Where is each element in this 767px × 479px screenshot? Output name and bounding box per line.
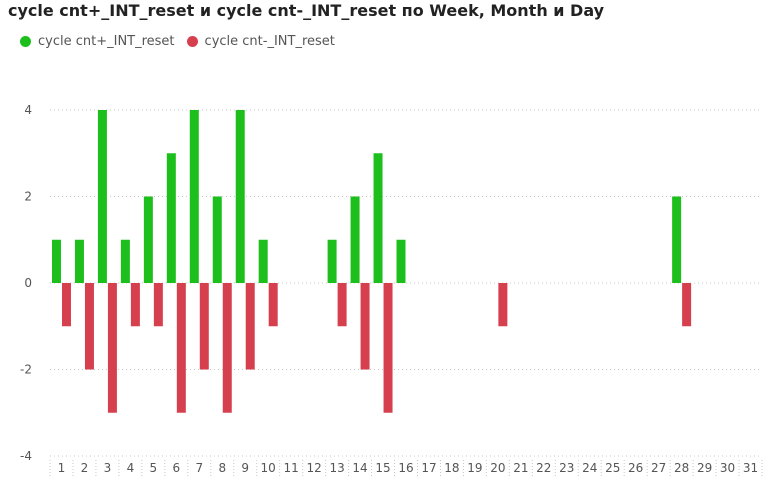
legend-dot-negative [186, 35, 198, 47]
y-tick-label: -4 [20, 449, 32, 463]
bar-positive[interactable] [189, 110, 199, 283]
x-tick-label: 8 [218, 461, 226, 475]
x-tick-label: 3 [104, 461, 112, 475]
bars [51, 110, 692, 413]
bar-positive[interactable] [327, 239, 337, 283]
bar-positive[interactable] [120, 239, 130, 283]
bar-negative[interactable] [268, 283, 278, 327]
bar-negative[interactable] [130, 283, 140, 327]
x-tick-label: 27 [651, 461, 666, 475]
bar-negative[interactable] [84, 283, 94, 370]
y-tick-label: -2 [20, 363, 32, 377]
x-tick-label: 18 [444, 461, 459, 475]
x-tick-label: 11 [284, 461, 299, 475]
legend-label-positive: cycle cnt+_INT_reset [38, 33, 175, 49]
x-tick-label: 31 [743, 461, 758, 475]
x-tick-label: 13 [329, 461, 344, 475]
legend-label-negative: cycle cnt-_INT_reset [204, 33, 335, 49]
bar-positive[interactable] [350, 196, 360, 284]
y-tick-label: 2 [24, 190, 32, 204]
bar-positive[interactable] [235, 110, 245, 283]
bar-negative[interactable] [383, 283, 393, 413]
bar-negative[interactable] [199, 283, 209, 370]
bar-negative[interactable] [61, 283, 71, 327]
x-tick-label: 5 [150, 461, 158, 475]
bar-negative[interactable] [153, 283, 163, 327]
x-tick-label: 9 [241, 461, 249, 475]
legend-item-positive[interactable]: cycle cnt+_INT_reset [20, 34, 175, 49]
x-tick-label: 15 [375, 461, 390, 475]
x-tick-label: 17 [421, 461, 436, 475]
bar-positive[interactable] [672, 196, 682, 284]
bar-negative[interactable] [682, 283, 692, 327]
x-tick-label: 14 [352, 461, 367, 475]
grid-layer [50, 109, 762, 457]
x-tick-label: 20 [490, 461, 505, 475]
legend: cycle cnt+_INT_reset cycle cnt-_INT_rese… [20, 32, 347, 50]
bar-negative[interactable] [176, 283, 186, 413]
x-tick-label: 30 [720, 461, 735, 475]
bar-negative[interactable] [245, 283, 255, 370]
x-tick-label: 4 [127, 461, 135, 475]
x-tick-label: 6 [173, 461, 181, 475]
y-axis: 4 2 0 -2 -4 [20, 103, 32, 463]
bar-negative[interactable] [107, 283, 117, 413]
bar-positive[interactable] [396, 239, 406, 283]
bar-positive[interactable] [166, 153, 176, 283]
x-tick-label: 24 [582, 461, 597, 475]
legend-dot-positive [20, 35, 31, 47]
bar-positive[interactable] [74, 239, 84, 283]
x-tick-label: 1 [58, 461, 66, 475]
y-tick-label: 4 [24, 103, 32, 117]
x-tick-label: 25 [605, 461, 620, 475]
bar-negative[interactable] [360, 283, 370, 370]
x-tick-label: 21 [513, 461, 528, 475]
x-tick-label: 26 [628, 461, 643, 475]
legend-item-negative[interactable]: cycle cnt-_INT_reset [186, 33, 335, 49]
x-axis: 1 2 3 4 5 6 7 8 9 10 11 12 13 14 15 16 17 18 19 20 21 22 23 24 2… [49, 460, 763, 476]
bar-positive[interactable] [143, 196, 153, 284]
bar-positive[interactable] [51, 239, 61, 283]
bar-positive[interactable] [373, 153, 383, 283]
x-tick-label: 29 [697, 461, 712, 475]
bar-positive[interactable] [97, 110, 107, 283]
x-tick-label: 28 [674, 461, 689, 475]
x-tick-label: 19 [467, 461, 482, 475]
bar-negative[interactable] [498, 283, 508, 327]
chart-title: cycle cnt+_INT_reset и cycle cnt-_INT_re… [8, 1, 605, 20]
y-tick-label: 0 [24, 276, 32, 290]
x-tick-label: 7 [195, 461, 203, 475]
bar-positive[interactable] [212, 196, 222, 284]
x-tick-label: 23 [559, 461, 574, 475]
x-tick-label: 22 [536, 461, 551, 475]
x-tick-label: 10 [261, 461, 276, 475]
bar-negative[interactable] [222, 283, 232, 413]
bar-negative[interactable] [337, 283, 347, 327]
x-tick-label: 16 [398, 461, 413, 475]
x-tick-label: 2 [81, 461, 89, 475]
bar-positive[interactable] [258, 239, 268, 283]
x-tick-label: 12 [306, 461, 321, 475]
